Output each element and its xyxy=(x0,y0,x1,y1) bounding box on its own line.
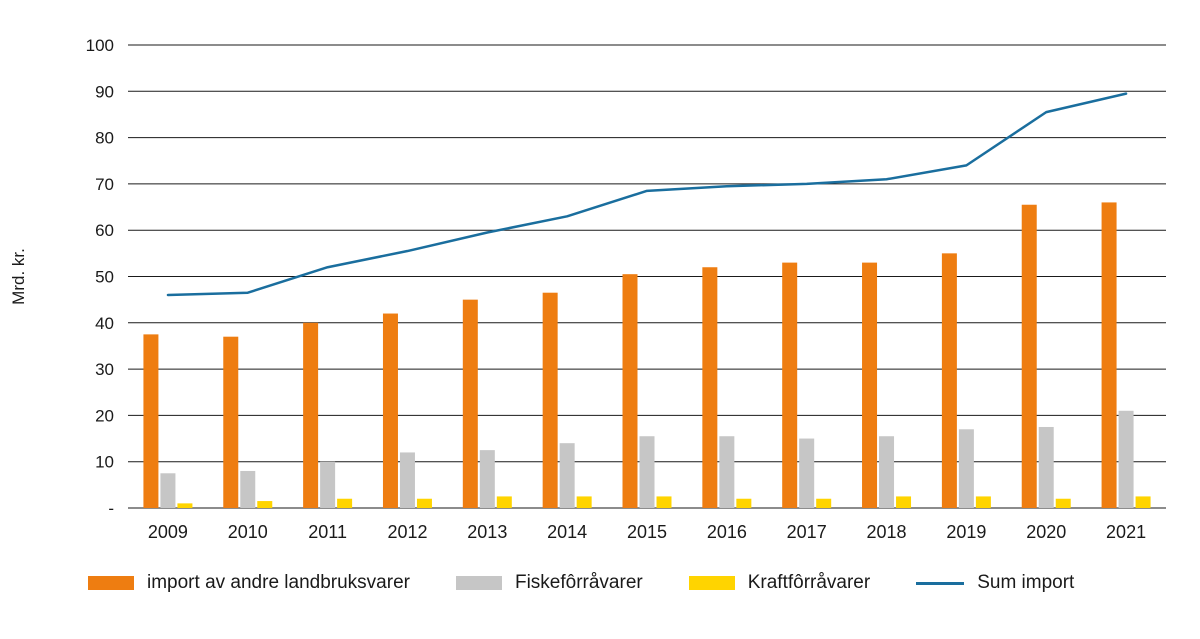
yellow-bar-swatch-icon xyxy=(688,576,735,590)
chart-legend: import av andre landbruksvarer Fiskefôrr… xyxy=(0,572,1200,594)
legend-label-sum-import: Sum import xyxy=(977,572,1075,593)
svg-text:2012: 2012 xyxy=(387,522,427,542)
svg-text:60: 60 xyxy=(95,221,114,240)
svg-text:-: - xyxy=(108,499,114,518)
svg-text:80: 80 xyxy=(95,129,114,148)
svg-text:2017: 2017 xyxy=(787,522,827,542)
legend-label-landbruksvarer: import av andre landbruksvarer xyxy=(147,572,410,593)
orange-bar-swatch-icon xyxy=(88,576,134,590)
legend-item-fiskeforravarer: Fiskefôrråvarer xyxy=(455,572,643,594)
legend-label-kraftforravarer: Kraftfôrråvarer xyxy=(747,572,871,593)
svg-text:30: 30 xyxy=(95,360,114,379)
svg-text:2018: 2018 xyxy=(867,522,907,542)
svg-text:20: 20 xyxy=(95,406,114,425)
svg-text:2020: 2020 xyxy=(1026,522,1066,542)
y-axis-label: Mrd. kr. xyxy=(9,248,28,305)
svg-text:10: 10 xyxy=(95,453,114,472)
x-axis-tick-labels: 2009 2010 2011 2012 2013 2014 2015 2016 2017 2018… xyxy=(148,522,1146,542)
line-series-sum-import xyxy=(166,92,1128,297)
bar-series-1 xyxy=(160,410,1134,508)
svg-text:2010: 2010 xyxy=(228,522,268,542)
svg-text:100: 100 xyxy=(86,36,114,55)
svg-text:40: 40 xyxy=(95,314,114,333)
svg-text:50: 50 xyxy=(95,268,114,287)
svg-text:2016: 2016 xyxy=(707,522,747,542)
legend-item-kraftforravarer: Kraftfôrråvarer xyxy=(688,572,871,594)
svg-text:2015: 2015 xyxy=(627,522,667,542)
blue-line-swatch-icon xyxy=(916,581,965,585)
svg-text:2019: 2019 xyxy=(946,522,986,542)
svg-text:2021: 2021 xyxy=(1106,522,1146,542)
legend-item-landbruksvarer: import av andre landbruksvarer xyxy=(88,572,410,594)
svg-text:2014: 2014 xyxy=(547,522,587,542)
bar-series-0 xyxy=(143,202,1117,509)
import-chart: -10 20 30 40 50 60 70 80 90 100 2009 2010 2011 2012 20… xyxy=(9,36,1166,542)
svg-text:2009: 2009 xyxy=(148,522,188,542)
svg-text:90: 90 xyxy=(95,82,114,101)
y-axis-tick-labels: - 10 20 30 40 50 60 70 80 90 100 xyxy=(86,36,114,518)
svg-text:70: 70 xyxy=(95,175,114,194)
bar-series-2 xyxy=(177,496,1151,508)
svg-text:2013: 2013 xyxy=(467,522,507,542)
legend-item-sum-import: Sum import xyxy=(916,572,1074,594)
gray-bar-swatch-icon xyxy=(455,576,502,590)
legend-label-fiskeforravarer: Fiskefôrråvarer xyxy=(514,572,643,593)
svg-text:2011: 2011 xyxy=(308,522,347,542)
